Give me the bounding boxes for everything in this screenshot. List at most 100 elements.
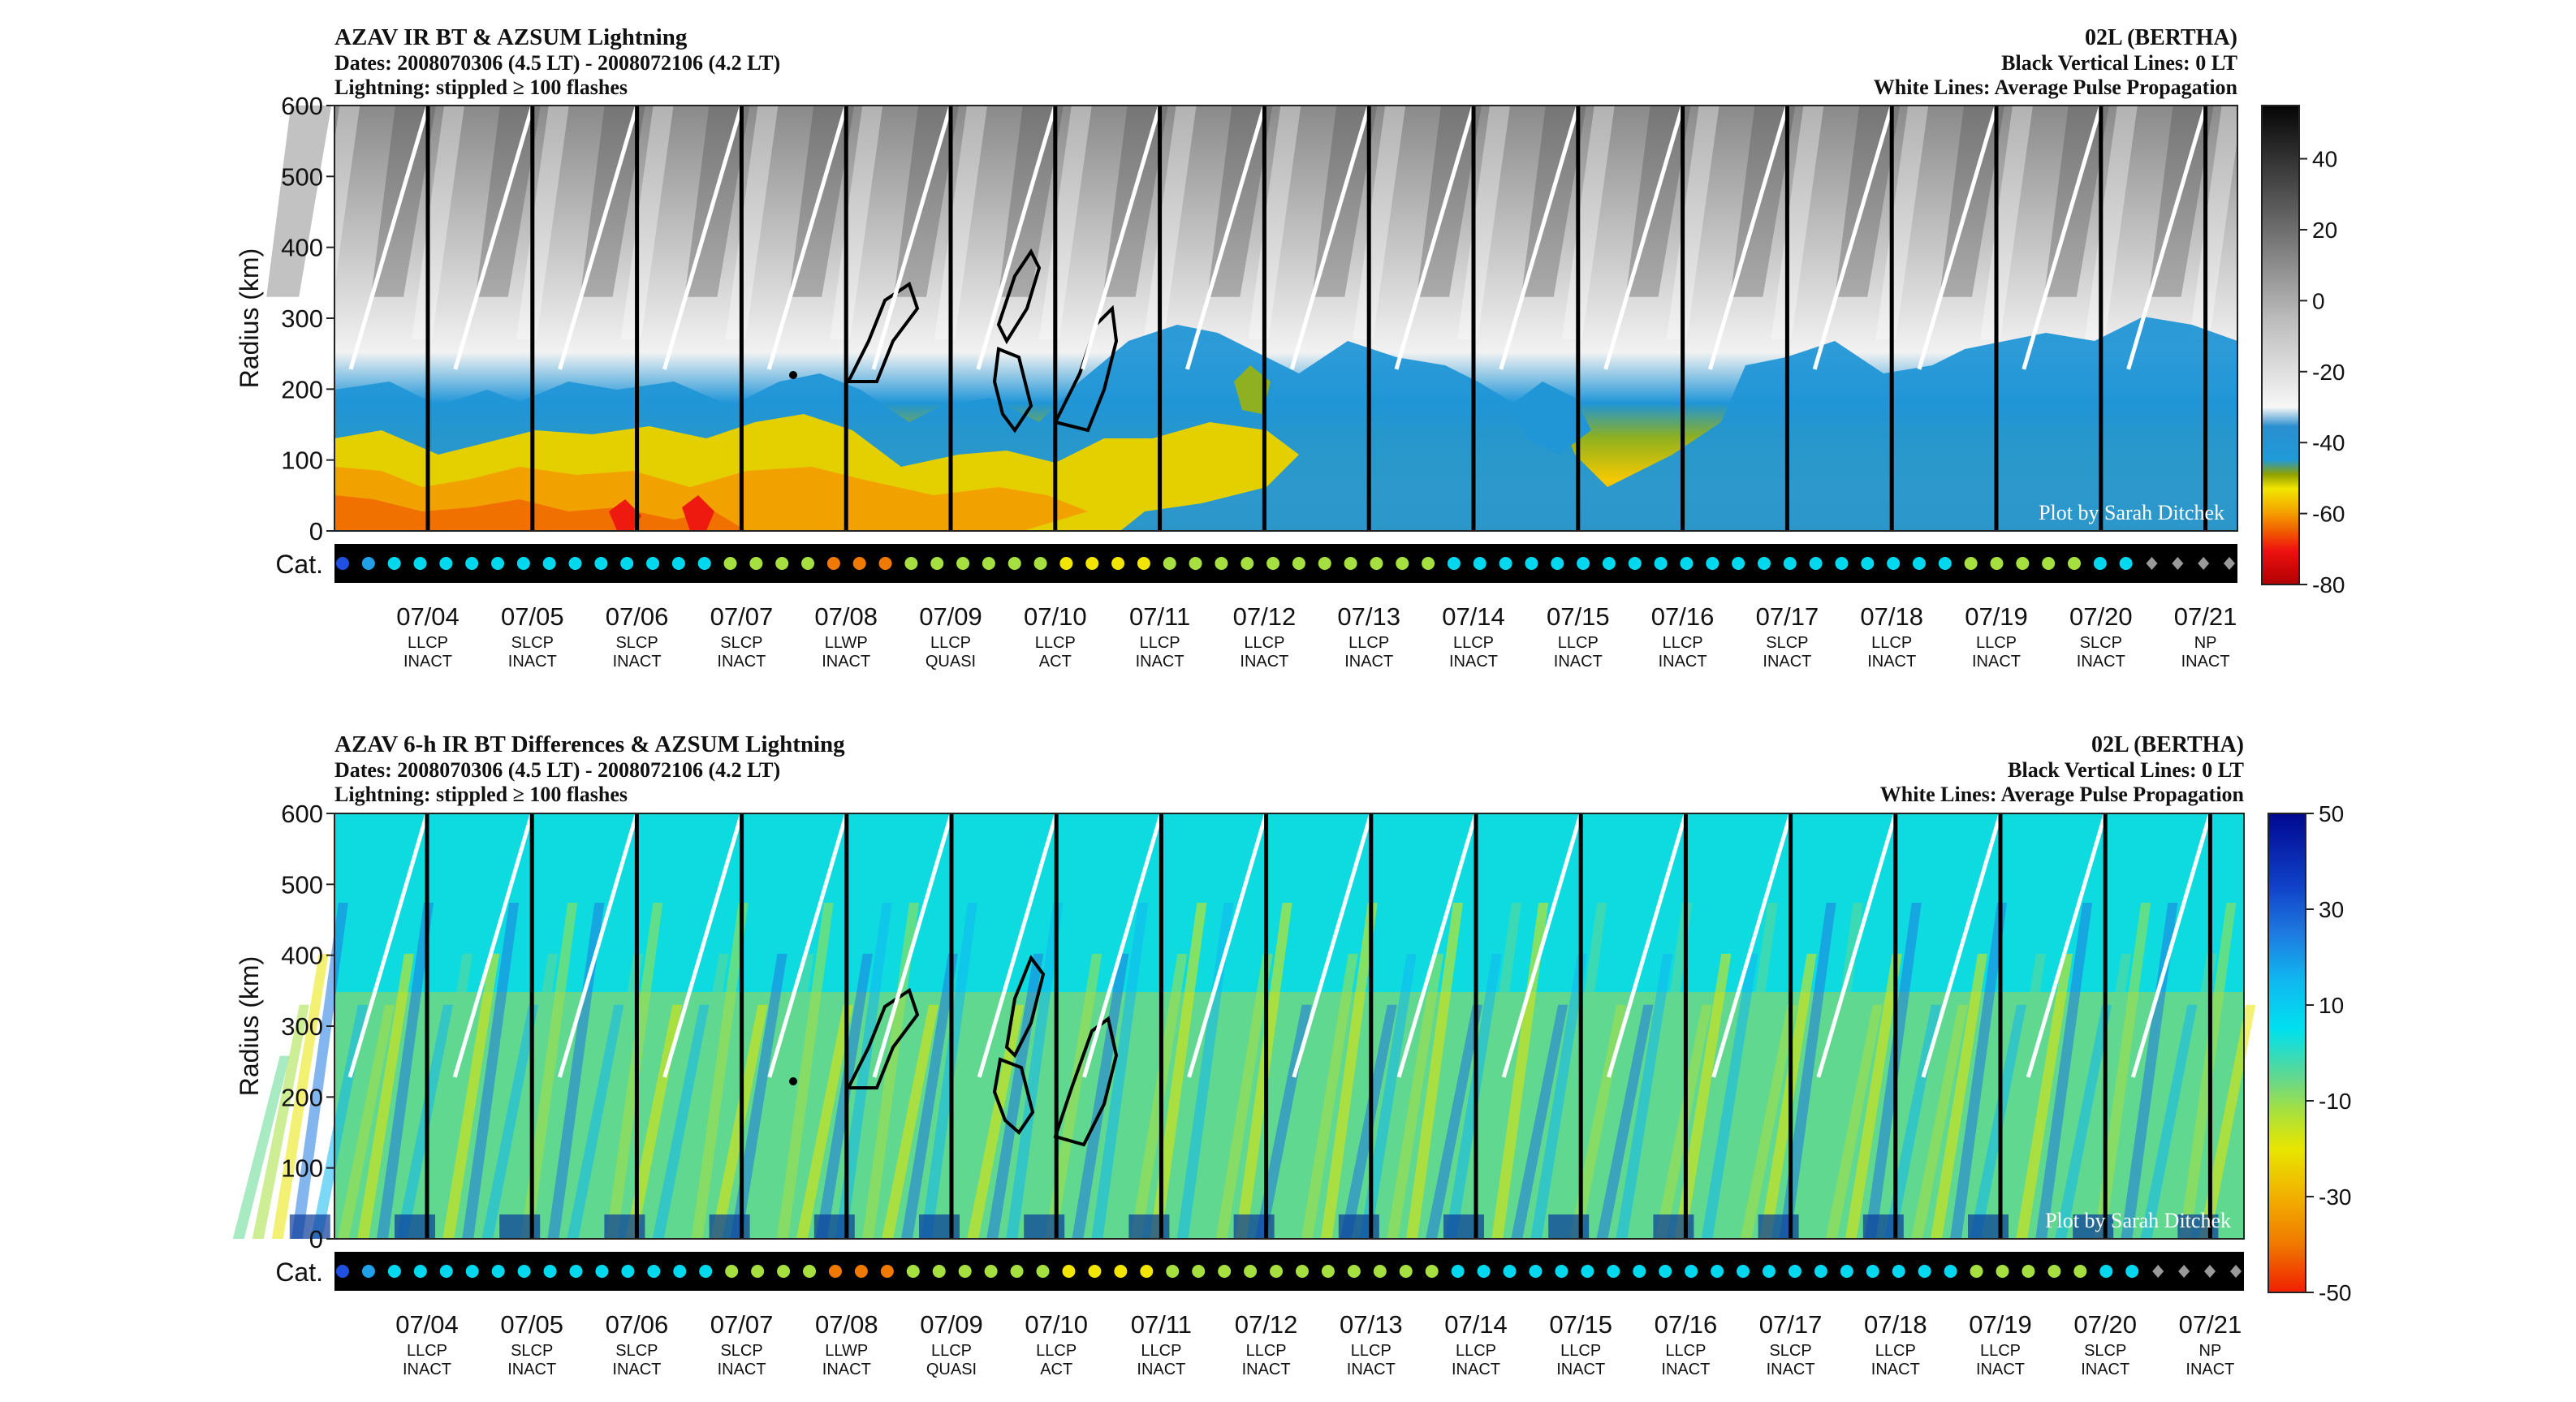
pulse-line xyxy=(1396,813,1478,1078)
colorbar-tick-label: 10 xyxy=(2319,993,2344,1018)
category-activity-label: INACT xyxy=(2081,1361,2129,1378)
x-tick-label: 07/04 xyxy=(395,1310,459,1339)
pulse-line xyxy=(1921,813,2003,1078)
category-activity-label: INACT xyxy=(1659,653,1707,671)
storm-label: 02L (BERTHA) xyxy=(2085,25,2237,50)
category-marker xyxy=(1964,557,1978,570)
category-marker xyxy=(1711,1265,1724,1278)
category-marker xyxy=(1344,557,1357,570)
category-activity-label: INACT xyxy=(1347,1361,1396,1378)
category-marker xyxy=(1996,1265,2009,1278)
x-tick-label: 07/04 xyxy=(396,602,460,631)
category-type-label: LLCP xyxy=(1348,634,1389,652)
category-marker xyxy=(1137,557,1150,570)
category-marker xyxy=(1114,1265,1128,1278)
category-activity-label: INACT xyxy=(1556,1361,1605,1378)
category-marker xyxy=(1166,1265,1180,1278)
credit-label: Plot by Sarah Ditchek xyxy=(2039,501,2224,524)
chart-title: AZAV 6-h IR BT Differences & AZSUM Light… xyxy=(334,731,845,757)
y-tick-label: 400 xyxy=(281,942,323,970)
category-marker xyxy=(439,557,453,570)
category-marker xyxy=(594,557,608,570)
category-marker xyxy=(1140,1265,1154,1278)
category-marker xyxy=(1990,557,2004,570)
x-tick-label: 07/15 xyxy=(1549,1310,1612,1339)
category-marker xyxy=(491,1265,505,1278)
category-type-label: LLCP xyxy=(1141,1342,1181,1360)
category-marker xyxy=(361,1265,375,1278)
category-marker xyxy=(984,1265,998,1278)
category-marker xyxy=(2152,1265,2164,1278)
diff-panel: AZAV 6-h IR BT Differences & AZSUM Light… xyxy=(232,731,2351,1378)
x-tick-label: 07/18 xyxy=(1864,1310,1927,1339)
category-type-label: LLCP xyxy=(1244,634,1284,652)
category-marker xyxy=(2099,1265,2113,1278)
category-marker xyxy=(1085,557,1099,570)
category-marker xyxy=(1241,557,1254,570)
category-marker xyxy=(2067,557,2081,570)
x-tick-label: 07/12 xyxy=(1235,1310,1298,1339)
y-tick-label: 300 xyxy=(281,304,323,333)
category-marker xyxy=(697,557,711,570)
x-tick-label: 07/08 xyxy=(815,1310,878,1339)
x-tick-label: 07/19 xyxy=(1969,1310,2032,1339)
category-marker xyxy=(777,1265,791,1278)
category-type-label: SLCP xyxy=(720,1342,762,1360)
lightning-contours xyxy=(789,954,1119,1147)
dates-label: Dates: 2008070306 (4.5 LT) - 2008072106 … xyxy=(334,51,780,75)
category-marker xyxy=(361,557,375,570)
pulse-line xyxy=(1499,105,1581,370)
x-tick-label: 07/20 xyxy=(2069,602,2133,631)
pulse-line xyxy=(2026,813,2108,1078)
category-marker xyxy=(1008,557,1021,570)
x-tick-label: 07/07 xyxy=(710,1310,774,1339)
category-marker xyxy=(595,1265,609,1278)
x-tick-label: 07/13 xyxy=(1340,1310,1403,1339)
category-marker xyxy=(1399,1265,1413,1278)
y-tick-label: 200 xyxy=(281,1083,323,1111)
y-tick-label: 400 xyxy=(281,234,323,262)
category-activity-label: INACT xyxy=(718,1361,766,1378)
category-marker xyxy=(1737,1265,1750,1278)
category-marker xyxy=(465,1265,479,1278)
category-activity-label: INACT xyxy=(1242,1361,1291,1378)
category-type-label: LLCP xyxy=(930,634,971,652)
category-activity-label: INACT xyxy=(2077,653,2125,671)
category-activity-label: INACT xyxy=(507,1361,556,1378)
pulse-line xyxy=(1812,105,1894,370)
category-marker xyxy=(1473,557,1486,570)
credit-label: Plot by Sarah Ditchek xyxy=(2045,1209,2231,1232)
category-activity-label: INACT xyxy=(1867,653,1916,671)
x-tick-label: 07/18 xyxy=(1860,602,1923,631)
category-type-label: LLCP xyxy=(1980,1342,2021,1360)
pulse-line xyxy=(558,813,639,1078)
category-type-label: LLCP xyxy=(1351,1342,1392,1360)
category-marker xyxy=(517,1265,531,1278)
category-marker xyxy=(1680,557,1694,570)
pulse-line xyxy=(347,813,429,1078)
pulse-line xyxy=(1917,105,1999,370)
lt-vertical-lines xyxy=(425,106,2208,531)
category-marker xyxy=(1425,1265,1439,1278)
category-marker xyxy=(1912,557,1926,570)
pulse-line xyxy=(977,813,1059,1078)
category-marker xyxy=(1628,557,1642,570)
category-type-label: NP xyxy=(2194,634,2217,652)
y-axis-label: Radius (km) xyxy=(235,956,264,1096)
category-marker xyxy=(542,557,556,570)
x-tick-label: 07/05 xyxy=(500,1310,563,1339)
lt-vertical-lines xyxy=(425,813,2212,1239)
category-activity-label: ACT xyxy=(1040,1361,1072,1378)
pulse-line xyxy=(2131,813,2212,1078)
x-tick-label: 07/13 xyxy=(1337,602,1400,631)
category-marker xyxy=(1757,557,1771,570)
category-marker xyxy=(751,1265,765,1278)
pulse-line xyxy=(662,813,744,1078)
y-axis-label: Radius (km) xyxy=(235,248,264,388)
pulse-line xyxy=(452,813,534,1078)
colorbar: 40 20 0 -20 -40 -60 -80 xyxy=(2261,105,2345,597)
y-tick-label: 600 xyxy=(281,800,323,828)
colorbar-tick-label: 30 xyxy=(2319,897,2344,922)
category-marker xyxy=(1938,557,1952,570)
pulse-line xyxy=(1289,105,1371,370)
